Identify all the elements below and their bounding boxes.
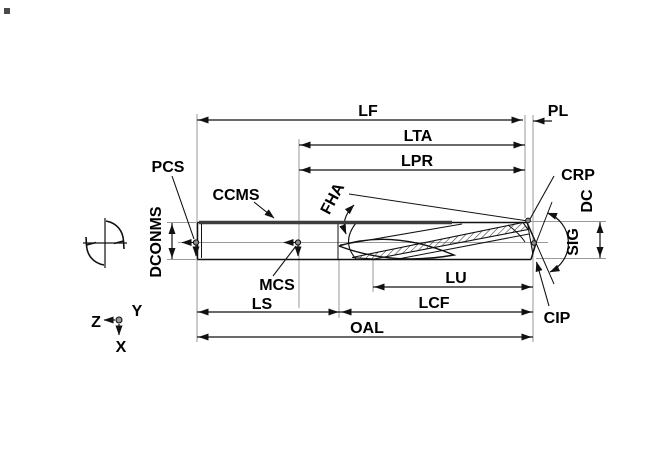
page-artifact xyxy=(4,8,10,14)
label-pl: PL xyxy=(548,103,569,120)
tip-point xyxy=(531,240,537,246)
axis-z-label: Z xyxy=(91,314,101,331)
axis-origin-icon xyxy=(115,316,123,324)
pcs-point xyxy=(192,239,200,246)
drill-helix-band xyxy=(351,221,529,260)
mcs-point xyxy=(294,239,302,246)
label-lu: LU xyxy=(445,270,466,287)
label-mcs: MCS xyxy=(259,277,295,294)
label-oal: OAL xyxy=(350,320,384,337)
axis-x-label: X xyxy=(116,339,127,356)
crp-point xyxy=(525,217,531,224)
label-crp: CRP xyxy=(561,167,595,184)
label-sig: SIG xyxy=(565,228,582,256)
dimension-sig xyxy=(535,201,569,285)
axis-indicator: Z Y X xyxy=(91,303,143,356)
extension-lines xyxy=(167,114,606,342)
dimension-fha xyxy=(339,193,529,235)
label-ccms: CCMS xyxy=(212,187,259,204)
label-ls: LS xyxy=(252,296,273,313)
drill-end-view-icon xyxy=(83,218,127,268)
axis-y-label: Y xyxy=(132,303,143,320)
dimension-labels: LF PL LTA LPR PCS CCMS DCONMS FHA CRP DC… xyxy=(148,103,596,337)
label-lta: LTA xyxy=(404,128,433,145)
label-pcs: PCS xyxy=(152,159,185,176)
label-lpr: LPR xyxy=(401,153,433,170)
label-dc: DC xyxy=(579,189,596,213)
label-cip: CIP xyxy=(544,310,571,327)
label-fha: FHA xyxy=(318,180,349,217)
label-lcf: LCF xyxy=(418,295,449,312)
reference-points xyxy=(171,175,555,307)
label-dconms: DCONMS xyxy=(148,206,165,277)
dimension-lines xyxy=(168,116,604,341)
label-lf: LF xyxy=(358,103,378,120)
